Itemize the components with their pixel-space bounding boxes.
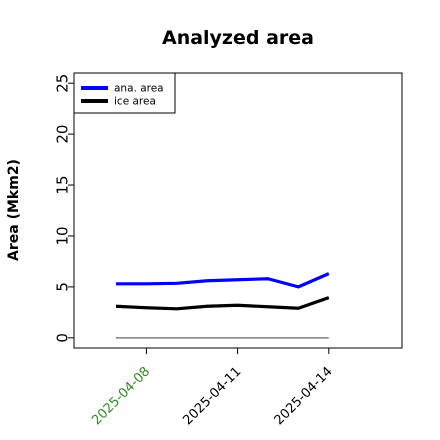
y-axis-label: Area (Mkm2) (6, 159, 22, 261)
y-tick-label: 5 (54, 282, 72, 292)
x-tick-label: 2025-04-11 (180, 364, 244, 428)
y-tick-label: 15 (54, 175, 72, 194)
x-tick-label: 2025-04-14 (272, 364, 336, 428)
legend-box (73, 72, 176, 114)
series-line-ice-area (115, 296, 330, 311)
legend: ana. area ice area (73, 72, 176, 114)
series-line-ana-area (116, 272, 330, 289)
y-tick-label: 10 (54, 226, 72, 245)
y-tick-label: 20 (54, 125, 72, 144)
y-tick-label: 0 (54, 333, 72, 343)
legend-label-ana-area: ana. area (114, 83, 164, 95)
x-tick-label: 2025-04-08 (89, 364, 153, 428)
x-axis: 2025-04-08 2025-04-11 2025-04-14 (89, 348, 336, 428)
legend-label-ice-area: ice area (114, 96, 156, 108)
chart-title: Analyzed area (162, 27, 314, 49)
y-axis: 0 5 10 15 20 25 (54, 74, 74, 343)
series-group (115, 272, 330, 339)
y-tick-label: 25 (54, 74, 72, 93)
